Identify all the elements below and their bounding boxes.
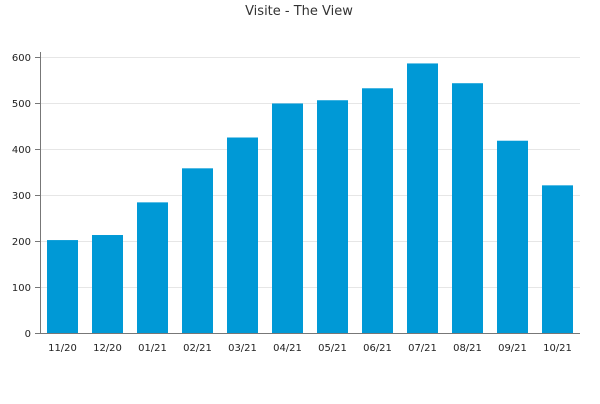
y-tick-label: 600: [12, 53, 31, 64]
x-tick-label: 12/20: [93, 343, 122, 354]
grid-lines: [40, 57, 580, 288]
bar-06-21: [362, 88, 393, 333]
y-tick-labels: 0 100 200 300 400 500 600: [12, 53, 31, 340]
bar-01-21: [137, 202, 168, 333]
bar-03-21: [227, 137, 258, 333]
y-tick-label: 400: [12, 145, 31, 156]
bar-12-20: [92, 235, 123, 333]
bar-09-21: [497, 140, 528, 333]
bar-11-20: [47, 240, 78, 333]
x-tick-label: 02/21: [183, 343, 212, 354]
bar-04-21: [272, 103, 303, 334]
x-tick-label: 04/21: [273, 343, 302, 354]
bar-10-21: [542, 185, 573, 333]
bar-02-21: [182, 168, 213, 333]
x-tick-label: 11/20: [48, 343, 77, 354]
bar-05-21: [317, 100, 348, 334]
x-tick-label: 08/21: [453, 343, 482, 354]
bar-07-21: [407, 63, 438, 333]
x-tick-labels: 11/20 12/20 01/21 02/21 03/21 04/21 05/21 06/21…: [48, 343, 572, 354]
bar-08-21: [452, 83, 483, 333]
x-tick-label: 07/21: [408, 343, 437, 354]
bars: [47, 63, 573, 334]
y-tick-label: 300: [12, 191, 31, 202]
y-tick-label: 0: [25, 329, 31, 340]
chart-title: Visite - The View: [245, 4, 353, 19]
x-tick-label: 05/21: [318, 343, 347, 354]
x-tick-label: 01/21: [138, 343, 167, 354]
y-tick-label: 100: [12, 283, 31, 294]
x-tick-label: 10/21: [543, 343, 572, 354]
x-tick-label: 06/21: [363, 343, 392, 354]
x-tick-label: 09/21: [498, 343, 527, 354]
axes: [35, 52, 580, 334]
x-tick-label: 03/21: [228, 343, 257, 354]
y-tick-label: 500: [12, 99, 31, 110]
y-tick-label: 200: [12, 237, 31, 248]
